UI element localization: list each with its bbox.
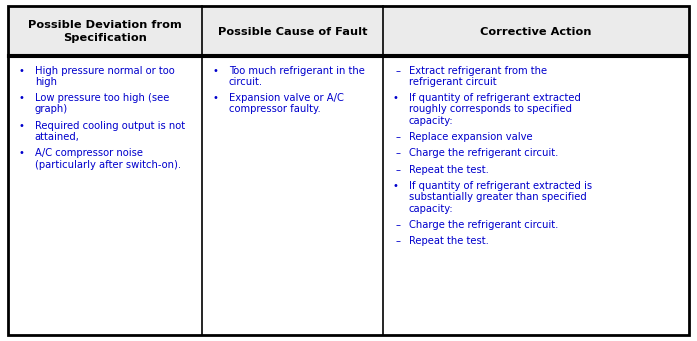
Bar <box>8 6 202 57</box>
Text: circuit.: circuit. <box>229 77 263 87</box>
Text: capacity:: capacity: <box>409 116 454 126</box>
Text: graph): graph) <box>35 104 68 115</box>
Text: Charge the refrigerant circuit.: Charge the refrigerant circuit. <box>409 148 558 159</box>
Text: •: • <box>393 181 399 191</box>
Text: •: • <box>19 93 24 103</box>
Text: –: – <box>395 236 400 247</box>
Text: Possible Cause of Fault: Possible Cause of Fault <box>217 27 367 36</box>
Bar <box>202 6 383 57</box>
Text: •: • <box>213 65 219 76</box>
Text: •: • <box>393 93 399 103</box>
Text: •: • <box>19 148 24 159</box>
Text: High pressure normal or too: High pressure normal or too <box>35 65 175 76</box>
Text: Repeat the test.: Repeat the test. <box>409 236 489 247</box>
Text: •: • <box>213 93 219 103</box>
Text: Repeat the test.: Repeat the test. <box>409 165 489 175</box>
Text: Low pressure too high (see: Low pressure too high (see <box>35 93 169 103</box>
Text: Corrective Action: Corrective Action <box>480 27 591 36</box>
Text: Expansion valve or A/C: Expansion valve or A/C <box>229 93 344 103</box>
Text: –: – <box>395 65 400 76</box>
Text: Extract refrigerant from the: Extract refrigerant from the <box>409 65 547 76</box>
Text: roughly corresponds to specified: roughly corresponds to specified <box>409 104 572 115</box>
Bar <box>383 6 689 57</box>
Text: capacity:: capacity: <box>409 204 454 214</box>
Text: If quantity of refrigerant extracted is: If quantity of refrigerant extracted is <box>409 181 592 191</box>
Text: –: – <box>395 132 400 142</box>
Text: substantially greater than specified: substantially greater than specified <box>409 192 587 203</box>
Text: Too much refrigerant in the: Too much refrigerant in the <box>229 65 365 76</box>
Text: high: high <box>35 77 57 87</box>
Text: (particularly after switch-on).: (particularly after switch-on). <box>35 160 181 170</box>
Text: Required cooling output is not: Required cooling output is not <box>35 121 185 131</box>
Text: attained,: attained, <box>35 132 79 142</box>
Bar <box>8 57 689 335</box>
Text: A/C compressor noise: A/C compressor noise <box>35 148 143 159</box>
Text: •: • <box>19 65 24 76</box>
Text: refrigerant circuit: refrigerant circuit <box>409 77 497 87</box>
Text: –: – <box>395 148 400 159</box>
Text: Charge the refrigerant circuit.: Charge the refrigerant circuit. <box>409 220 558 230</box>
Text: Possible Deviation from
Specification: Possible Deviation from Specification <box>29 20 182 43</box>
Text: –: – <box>395 165 400 175</box>
Text: Replace expansion valve: Replace expansion valve <box>409 132 533 142</box>
Text: If quantity of refrigerant extracted: If quantity of refrigerant extracted <box>409 93 581 103</box>
Text: •: • <box>19 121 24 131</box>
Text: –: – <box>395 220 400 230</box>
Text: compressor faulty.: compressor faulty. <box>229 104 321 115</box>
